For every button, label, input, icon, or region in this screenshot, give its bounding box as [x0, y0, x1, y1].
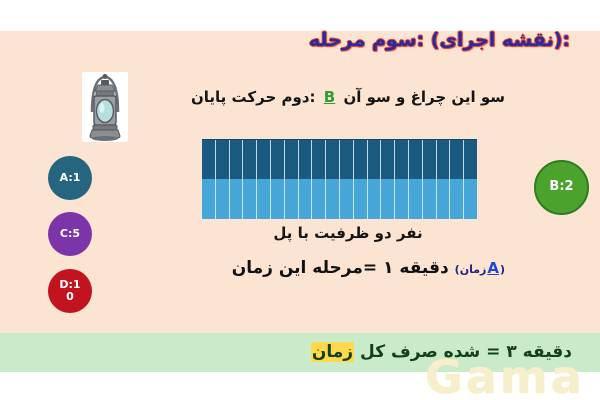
- lantern-image: [82, 72, 128, 142]
- bridge-segment: [297, 140, 312, 179]
- stage-time-actor-a: A: [487, 259, 499, 277]
- bridge-segment: [311, 179, 325, 219]
- bridge-segment: [463, 140, 477, 179]
- actor-label: D:10: [59, 277, 81, 303]
- bridge-segment: [325, 179, 339, 219]
- total-time-rest: کل صرف شده = ۳ دقیقه: [360, 342, 572, 362]
- actor-circle-a1: A:1: [48, 156, 92, 200]
- total-time-highlight-word: زمان: [310, 342, 355, 362]
- bridge-segment: [394, 179, 408, 219]
- bridge-segment: [256, 179, 270, 219]
- total-time-bar: زمان کل صرف شده = ۳ دقیقه: [0, 333, 600, 372]
- bridge-segment: [325, 140, 339, 179]
- move-result-line: پایان حرکت دوم: B آن سو و چراغ این سو: [150, 88, 546, 106]
- bridge-segment: [269, 179, 284, 219]
- page-title: مرحله سوم: (اجرای نقشه):: [308, 29, 570, 51]
- bridge-bottom-band: [202, 179, 477, 219]
- bridge-segment: [380, 179, 394, 219]
- bridge-segment: [352, 140, 367, 179]
- bridge-segment: [202, 140, 215, 179]
- actor-label: A:1: [59, 170, 81, 184]
- move-line-prefix: پایان حرکت دوم:: [190, 88, 316, 106]
- bridge-segment: [421, 179, 436, 219]
- bridge-caption: پل با ظرفیت دو نفر: [273, 224, 423, 242]
- stage-time-main: زمان این مرحله= ۱ دقیقه: [231, 258, 449, 278]
- actor-circle-b2: B:2: [534, 160, 589, 215]
- bridge-segment: [394, 140, 408, 179]
- gama-watermark: Gama: [425, 350, 585, 400]
- bridge-segment: [311, 140, 325, 179]
- bridge-segment: [421, 140, 436, 179]
- bridge-segment: [407, 140, 422, 179]
- bridge-segment: [449, 140, 463, 179]
- bridge-top-band: [202, 139, 477, 179]
- lantern-icon: [89, 74, 121, 141]
- total-time-text: زمان کل صرف شده = ۳ دقیقه: [0, 333, 600, 372]
- bridge-segment: [435, 140, 450, 179]
- bridge-segment: [202, 179, 215, 219]
- bridge-segment: [435, 179, 450, 219]
- bridge-segment: [380, 140, 394, 179]
- bridge-segment: [338, 179, 353, 219]
- bridge-segment: [338, 140, 353, 179]
- bridge-segment: [297, 179, 312, 219]
- bridge-segment: [228, 140, 243, 179]
- actor-circle-c5: C:5: [48, 212, 92, 256]
- bridge-segment: [449, 179, 463, 219]
- bridge-segment: [366, 140, 381, 179]
- bridge-segment: [366, 179, 381, 219]
- bridge-segment: [214, 179, 229, 219]
- bridge-segment: [256, 140, 270, 179]
- bridge-segment: [228, 179, 243, 219]
- bridge-segment: [283, 179, 298, 219]
- bridge-segment: [407, 179, 422, 219]
- bridge-segment: [242, 179, 256, 219]
- actor-label: C:5: [59, 226, 81, 240]
- bridge-segment: [269, 140, 284, 179]
- move-line-actor-b: B: [323, 88, 336, 106]
- bridge-graphic: [202, 139, 477, 219]
- bridge-segment: [463, 179, 477, 219]
- bridge-segment: [242, 140, 256, 179]
- stage-time-paren-open: (زمان: [454, 263, 487, 276]
- actor-circle-d10: D:10: [48, 269, 92, 313]
- bridge-segment: [283, 140, 298, 179]
- move-line-suffix: آن سو و چراغ این سو: [343, 88, 506, 106]
- stage-time-line: زمان این مرحله= ۱ دقیقه (زمانA): [232, 258, 505, 278]
- bridge-segment: [214, 140, 229, 179]
- stage-time-paren-close: ): [499, 263, 505, 276]
- bridge-segment: [352, 179, 367, 219]
- actor-label: B:2: [549, 179, 574, 195]
